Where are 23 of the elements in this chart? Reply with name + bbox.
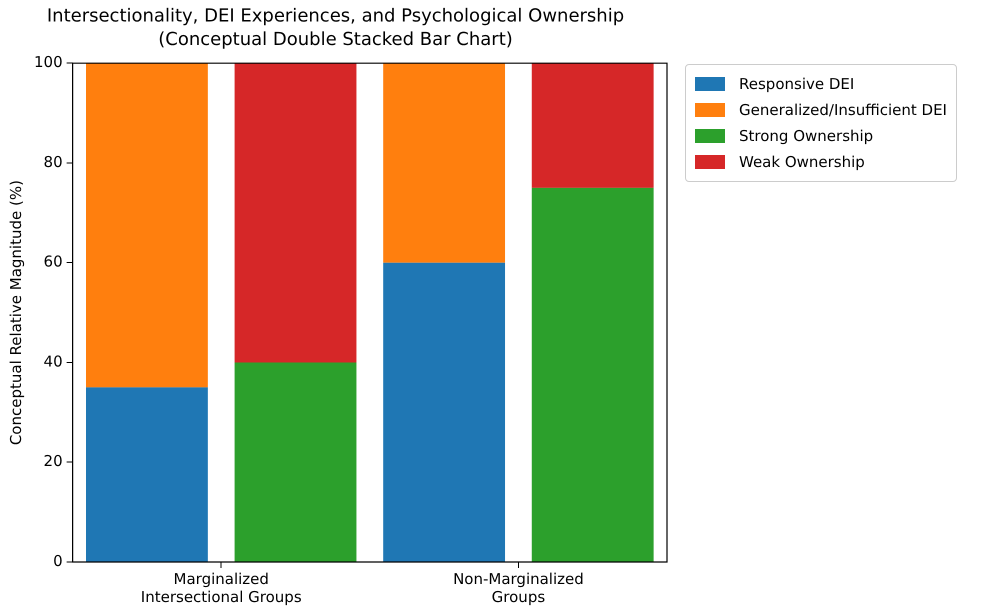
bar (86, 63, 208, 388)
y-tick-label: 60 (44, 252, 63, 271)
legend-label: Responsive DEI (739, 75, 854, 93)
y-tick-label: 0 (53, 552, 63, 570)
x-tick-label: Non-Marginalized Groups (453, 570, 584, 606)
bar (532, 63, 654, 188)
chart-subtitle: (Conceptual Double Stacked Bar Chart) (158, 29, 513, 50)
y-axis-title: Conceptual Relative Magnitude (%) (6, 180, 25, 446)
bar (532, 188, 654, 562)
bar (383, 262, 506, 562)
y-tick-label: 20 (44, 452, 63, 470)
legend-label: Strong Ownership (739, 127, 874, 145)
bar (234, 63, 356, 362)
y-tick-label: 80 (44, 152, 63, 171)
y-tick-label: 100 (34, 53, 63, 72)
bar (234, 362, 356, 562)
bar (383, 63, 506, 263)
chart-title: Intersectionality, DEI Experiences, and Psychological Ownership (46, 5, 624, 26)
legend-label: Generalized/Insufficient DEI (739, 101, 947, 119)
bar (86, 387, 208, 562)
x-tick-label: Marginalized Intersectional Groups (140, 570, 302, 606)
legend-label: Weak Ownership (739, 153, 865, 171)
y-tick-label: 40 (44, 352, 63, 370)
